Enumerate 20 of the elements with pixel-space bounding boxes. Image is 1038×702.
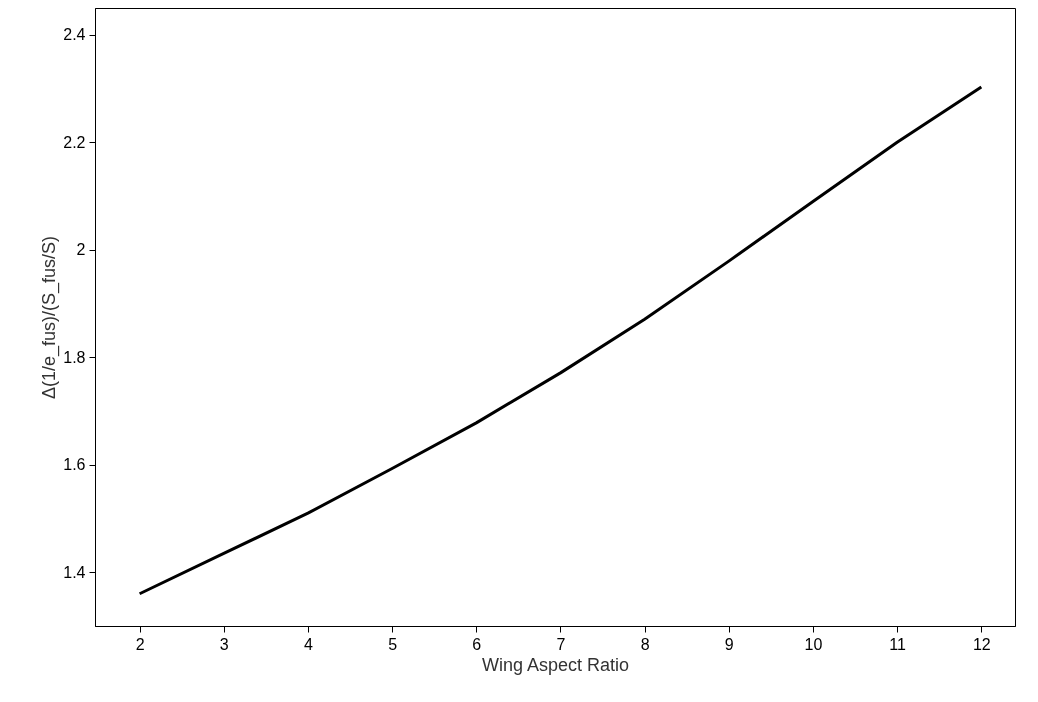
x-tick-label: 8 xyxy=(640,635,650,653)
x-tick-label: 5 xyxy=(388,635,398,653)
y-tick-label: 1.6 xyxy=(63,456,86,474)
x-tick-label: 3 xyxy=(219,635,229,653)
x-tick-label: 6 xyxy=(472,635,482,653)
x-tick-label: 4 xyxy=(304,635,313,653)
y-tick-label: 2 xyxy=(76,241,86,259)
y-tick-label: 2.2 xyxy=(63,133,86,151)
y-axis-title: Δ(1/e_fus)/(S_fus/S) xyxy=(39,235,61,400)
x-tick-label: 10 xyxy=(804,635,823,653)
y-tick-label: 1.4 xyxy=(63,563,86,581)
x-tick-label: 2 xyxy=(135,635,145,653)
y-tick-label: 1.8 xyxy=(63,348,86,366)
x-tick-label: 9 xyxy=(724,635,734,653)
x-axis-title: Wing Aspect Ratio xyxy=(481,654,630,675)
x-tick-label: 12 xyxy=(972,635,991,653)
line-series xyxy=(138,85,983,596)
y-tick-label: 2.4 xyxy=(63,26,86,44)
x-tick-label: 11 xyxy=(889,635,907,653)
x-tick-label: 7 xyxy=(556,635,566,653)
